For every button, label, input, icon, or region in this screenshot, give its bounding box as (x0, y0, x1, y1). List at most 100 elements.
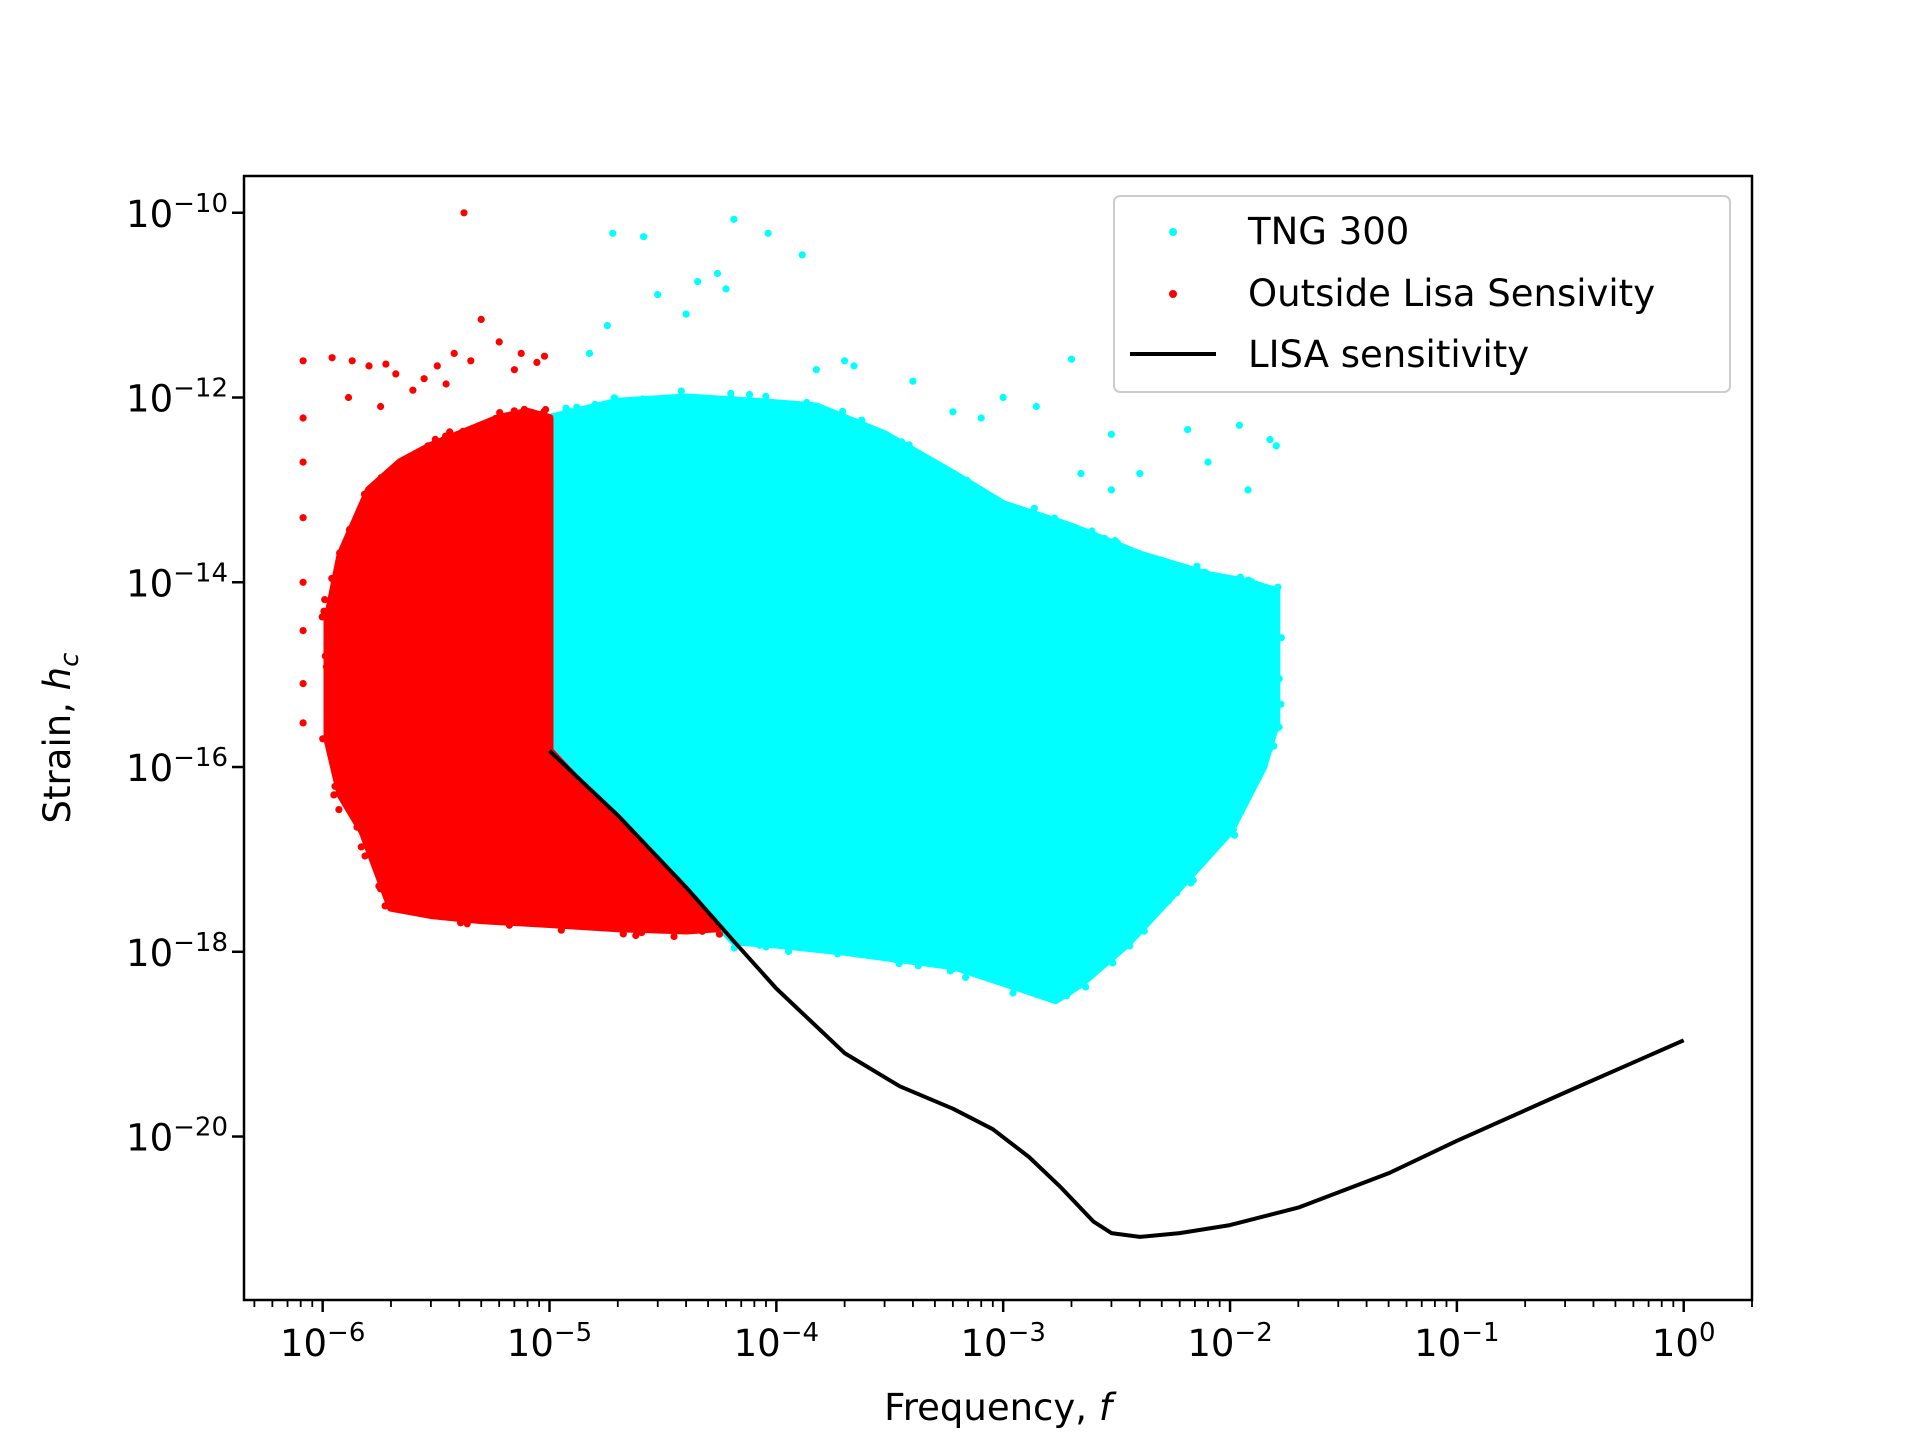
tng300-point (1272, 725, 1280, 733)
tng300-point (784, 947, 793, 956)
outside-lisa-point (377, 474, 385, 482)
tng300-point (1017, 512, 1025, 521)
outside-lisa-point (496, 409, 504, 417)
tng300-point (1229, 825, 1237, 834)
outside-lisa-point (458, 908, 466, 917)
tng300-point (1277, 634, 1285, 642)
tng300-point (841, 357, 849, 365)
outside-lisa-point (510, 366, 518, 374)
tng300-point (1032, 990, 1040, 998)
tng300-point (1140, 927, 1148, 935)
tng300-point (573, 403, 581, 411)
outside-lisa-point (327, 722, 335, 730)
tng300-point (1183, 873, 1191, 881)
tng300-point (1158, 557, 1166, 565)
tng300-point (1077, 470, 1085, 478)
outside-lisa-point (424, 444, 432, 452)
outside-lisa-point (320, 607, 328, 615)
outside-lisa-point (336, 555, 344, 563)
x-tick-label: 10−6 (280, 1318, 365, 1365)
outside-lisa-point (420, 375, 428, 383)
tng300-point (873, 432, 881, 440)
outside-lisa-point (491, 414, 500, 423)
outside-lisa-point (322, 663, 330, 671)
x-tick-label: 10−2 (1187, 1318, 1272, 1365)
lisa-sensitivity-series (548, 749, 1685, 1239)
tng300-point (603, 322, 612, 330)
outside-lisa-point (495, 338, 503, 346)
outside-lisa-point (318, 613, 326, 621)
tng300-point (927, 458, 936, 466)
x-axis: 10−6 10−5 10−4 10−3 10−2 10−1 100 (253, 1300, 1753, 1365)
tng300-point (949, 408, 957, 416)
tng300-point (722, 285, 730, 293)
outside-lisa-point (532, 919, 541, 927)
outside-lisa-point (517, 349, 525, 357)
tng300-point (809, 403, 817, 411)
tng300-point (682, 310, 690, 318)
legend-label-lisa-line: LISA sensitivity (1248, 333, 1529, 376)
tng300-point (1237, 807, 1245, 816)
outside-lisa-point (382, 360, 390, 368)
tng300-point (1153, 900, 1162, 908)
tng300-point (762, 392, 770, 400)
tng300-point (626, 399, 634, 407)
outside-lisa-point (321, 652, 329, 660)
tng300-point (1106, 945, 1114, 953)
tng300-point (1109, 959, 1117, 967)
outside-lisa-point (541, 427, 549, 435)
outside-lisa-point (642, 922, 650, 930)
outside-lisa-point (383, 890, 391, 898)
outside-lisa-point (419, 456, 427, 464)
tng300-point (959, 482, 967, 490)
outside-lisa-point (505, 412, 514, 421)
outside-lisa-point (299, 458, 307, 466)
tng300-point (963, 476, 971, 484)
outside-lisa-point (299, 680, 307, 688)
tng300-point (973, 969, 981, 977)
tng300-point (1113, 539, 1121, 547)
tng300-point (647, 401, 655, 409)
tng300-point (1050, 514, 1059, 522)
y-axis-label: Strain, hc (36, 653, 85, 824)
outside-lisa-scatter-series (299, 209, 724, 941)
outside-lisa-point (299, 357, 307, 365)
outside-lisa-point (348, 357, 356, 365)
outside-lisa-point (324, 714, 332, 723)
tng300-point (638, 400, 647, 408)
tng300-point (1162, 565, 1170, 573)
outside-lisa-point (546, 477, 554, 485)
outside-lisa-point (688, 921, 696, 929)
tng300-point (1267, 611, 1276, 619)
outside-lisa-point (558, 923, 566, 931)
outside-lisa-point (345, 547, 353, 555)
outside-lisa-point (330, 587, 339, 595)
tng300-point (1107, 430, 1115, 438)
tng300-point (762, 943, 770, 951)
tng300-point (858, 416, 866, 424)
tng300-point (866, 424, 874, 432)
outside-lisa-point (479, 911, 487, 919)
outside-lisa-point (394, 468, 402, 476)
tng300-point (895, 960, 903, 968)
outside-lisa-point (442, 380, 450, 388)
tng300-point (1032, 402, 1040, 411)
tng300-point (1194, 864, 1202, 872)
tng300-point (638, 395, 647, 403)
tng300-point (1031, 985, 1039, 993)
y-axis: 10−20 10−18 10−16 10−14 10−12 10−10 (126, 189, 244, 1160)
tng300-point (1215, 579, 1223, 587)
outside-lisa-point (377, 402, 385, 411)
outside-lisa-point (299, 627, 307, 635)
outside-lisa-point (402, 462, 410, 470)
tng300-point (654, 291, 662, 299)
outside-lisa-point (601, 812, 610, 820)
tng300-point (850, 362, 858, 370)
outside-lisa-point (711, 925, 720, 933)
outside-lisa-point (328, 574, 336, 583)
tng300-point (1247, 781, 1255, 789)
tng300-point (1193, 562, 1201, 570)
x-axis-label: Frequency, f (884, 1386, 1117, 1429)
tng300-point (916, 455, 924, 463)
